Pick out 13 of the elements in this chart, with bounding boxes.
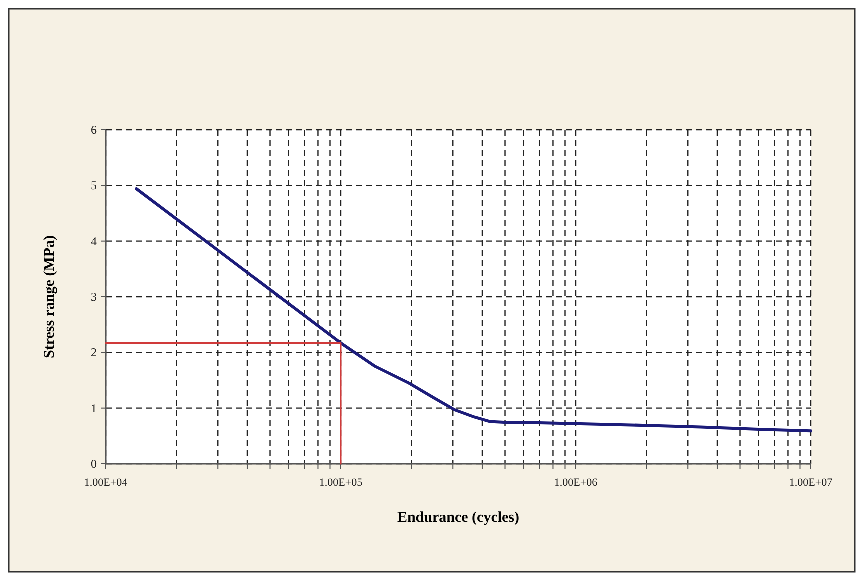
y-tick-label: 3	[91, 290, 97, 304]
y-tick-label: 0	[91, 457, 97, 471]
y-tick-label: 1	[91, 401, 97, 416]
x-tick-label: 1.00E+05	[319, 477, 364, 489]
y-tick-label: 2	[91, 346, 97, 360]
x-tick-label: 1.00E+07	[789, 477, 834, 489]
y-axis-title: Stress range (MPa)	[42, 235, 58, 359]
y-tick-label: 5	[91, 178, 97, 193]
x-tick-label: 1.00E+04	[84, 477, 128, 489]
x-axis-title: Endurance (cycles)	[397, 510, 520, 526]
y-tick-label: 6	[91, 123, 97, 137]
y-tick-label: 4	[91, 234, 97, 248]
x-tick-label: 1.00E+06	[554, 477, 598, 489]
